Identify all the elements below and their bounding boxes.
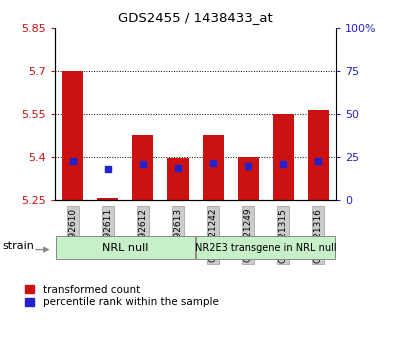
Bar: [132, 135, 153, 200]
Text: NR2E3 transgene in NRL null: NR2E3 transgene in NRL null: [195, 243, 337, 253]
Bar: [62, 71, 83, 200]
Bar: [203, 135, 224, 200]
Text: NRL null: NRL null: [102, 243, 149, 253]
Bar: [196, 236, 335, 259]
Bar: [97, 198, 118, 200]
Text: strain: strain: [3, 241, 35, 251]
Bar: [273, 114, 294, 200]
Bar: [308, 109, 329, 200]
Title: GDS2455 / 1438433_at: GDS2455 / 1438433_at: [118, 11, 273, 24]
Bar: [238, 157, 259, 200]
Legend: transformed count, percentile rank within the sample: transformed count, percentile rank withi…: [25, 285, 218, 307]
Bar: [167, 158, 188, 200]
Bar: [56, 236, 195, 259]
